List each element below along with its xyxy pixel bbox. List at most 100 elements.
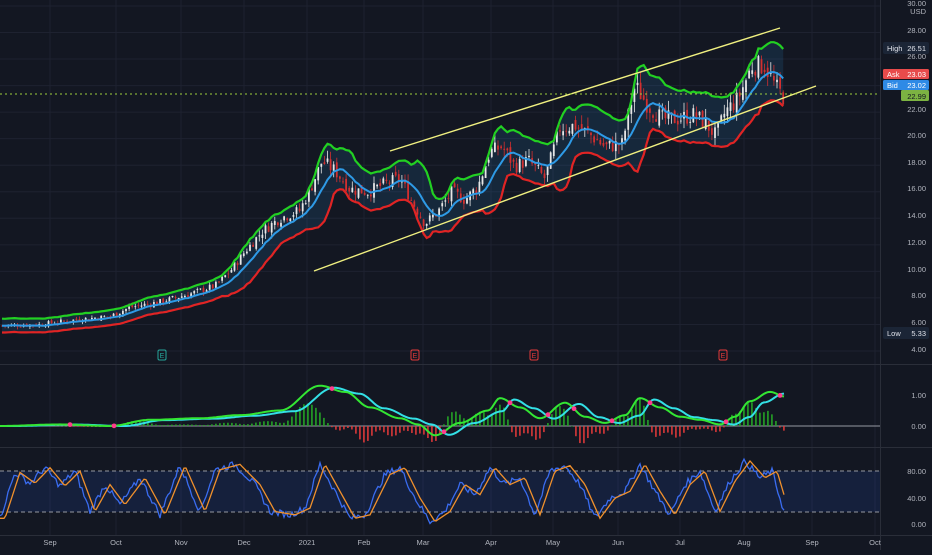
macd-cross-dot	[67, 422, 73, 427]
macd-histogram-bar	[171, 424, 173, 426]
candle-body	[571, 123, 574, 134]
candle-body	[252, 244, 254, 247]
candle-body	[428, 215, 431, 222]
candle-body	[751, 70, 754, 74]
macd-histogram-bar	[555, 408, 557, 426]
macd-histogram-bar	[279, 422, 281, 426]
earnings-marker[interactable]: E	[157, 349, 167, 361]
price-axis-tick: 8.00	[911, 291, 926, 300]
candle-body	[360, 185, 363, 194]
macd-histogram-bar	[291, 416, 293, 426]
candle-body	[385, 179, 388, 181]
macd-histogram-bar	[751, 402, 753, 426]
candle-body	[438, 208, 440, 216]
low-price-label: Low 5.33	[883, 327, 929, 339]
candle-body	[490, 148, 493, 157]
candle-body	[552, 144, 555, 156]
candle-body	[512, 159, 515, 162]
lower-band-line	[2, 99, 784, 334]
macd-histogram-bar	[499, 404, 501, 426]
candle-body	[509, 147, 512, 163]
candle-body	[314, 179, 316, 192]
candle-body	[760, 59, 763, 74]
macd-histogram-bar	[663, 426, 665, 434]
time-axis[interactable]: Sep Oct Nov Dec 2021 Feb Mar Apr May Jun…	[43, 538, 881, 547]
candle-body	[128, 306, 130, 309]
stochastic-axis[interactable]: 80.00 40.00 0.00	[907, 467, 926, 529]
macd-histogram-bar	[379, 426, 381, 431]
candle-body	[125, 308, 127, 312]
ask-price-caption: Ask	[887, 70, 900, 79]
macd-histogram-bar	[363, 426, 365, 443]
candle-body	[738, 92, 741, 97]
macd-panel[interactable]	[0, 384, 880, 444]
macd-histogram-bar	[415, 426, 417, 435]
candle-body	[289, 218, 292, 222]
price-panel[interactable]	[0, 27, 880, 334]
macd-histogram-bar	[531, 426, 533, 437]
macd-histogram-bar	[299, 406, 301, 426]
candle-body	[574, 120, 577, 130]
macd-histogram-bar	[407, 426, 409, 432]
earnings-markers[interactable]: E E E E	[157, 349, 728, 361]
channel-lower-line[interactable]	[313, 85, 817, 272]
earnings-marker[interactable]: E	[529, 349, 539, 361]
macd-cross-dot	[647, 400, 653, 406]
earnings-marker-label: E	[160, 353, 165, 360]
price-axis[interactable]: 30.00 USD 28.00 26.00 24.00 22.00 20.00 …	[883, 0, 929, 354]
price-axis-tick: 20.00	[907, 131, 926, 140]
macd-histogram-bar	[131, 421, 133, 426]
macd-histogram-bar	[739, 411, 741, 426]
macd-histogram-bar	[419, 426, 421, 434]
candle-body	[714, 127, 716, 138]
candle-body	[165, 301, 168, 303]
candle-body	[602, 142, 605, 146]
candle-body	[450, 186, 453, 202]
macd-cross-dot	[545, 412, 551, 418]
macd-histogram-bar	[675, 426, 677, 438]
macd-histogram-bar	[479, 411, 481, 426]
stochastic-k-line	[0, 457, 785, 525]
macd-histogram-bar	[747, 401, 749, 426]
macd-histogram-bar	[183, 424, 185, 426]
price-axis-tick: 12.00	[907, 238, 926, 247]
candle-body	[140, 305, 143, 307]
bid-price-caption: Bid	[887, 81, 898, 90]
stochastic-panel[interactable]	[0, 457, 880, 525]
candle-body	[658, 109, 661, 126]
candle-body	[559, 130, 561, 132]
candle-body	[131, 305, 134, 308]
macd-histogram-bar	[767, 410, 769, 426]
macd-histogram-bar	[647, 419, 649, 426]
candle-body	[301, 203, 304, 212]
high-price-caption: High	[887, 44, 902, 53]
candle-body	[410, 199, 413, 201]
candle-body	[717, 122, 719, 128]
macd-histogram-bar	[671, 426, 673, 435]
earnings-marker[interactable]: E	[718, 349, 728, 361]
candle-body	[109, 316, 112, 318]
channel-upper-line[interactable]	[389, 27, 781, 152]
macd-histogram-bar	[135, 420, 137, 426]
macd-histogram-bar	[287, 420, 289, 426]
macd-histogram-bar	[599, 426, 601, 434]
candle-body	[394, 171, 397, 176]
candle-body	[351, 187, 354, 193]
candle-body	[370, 194, 372, 197]
candle-body	[621, 138, 623, 144]
macd-histogram-bar	[579, 426, 581, 444]
bid-price-value: 23.02	[907, 81, 926, 90]
earnings-marker[interactable]: E	[410, 349, 420, 361]
candle-body	[720, 115, 723, 121]
macd-histogram-bar	[543, 426, 545, 433]
macd-histogram-bar	[227, 422, 229, 426]
macd-histogram-bar	[495, 407, 497, 426]
candle-body	[773, 75, 775, 81]
candle-body	[304, 203, 307, 204]
price-axis-tick: 22.00	[907, 105, 926, 114]
candle-body	[655, 119, 657, 122]
macd-axis[interactable]: 1.00 0.00	[911, 391, 926, 431]
